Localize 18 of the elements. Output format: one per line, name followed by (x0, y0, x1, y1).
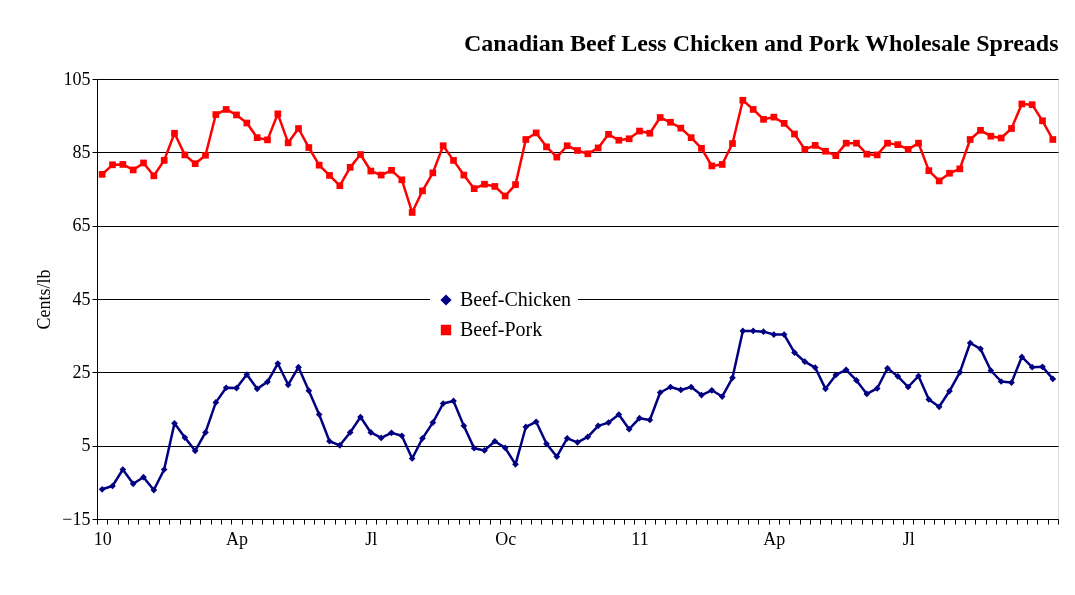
x-tick-label: Jl (902, 528, 915, 549)
y-tick-label: −15 (62, 508, 91, 529)
legend-label: Beef-Pork (460, 318, 543, 340)
x-tick-label: Ap (226, 528, 248, 549)
legend-label: Beef-Chicken (460, 288, 572, 310)
x-tick-label: 10 (93, 528, 112, 549)
y-tick-label: 65 (72, 215, 91, 236)
x-tick-label: Jl (365, 528, 378, 549)
x-tick-label: 11 (631, 528, 649, 549)
x-tick-label: Oc (495, 528, 517, 549)
y-tick-label: 45 (72, 288, 91, 309)
y-tick-label: 5 (81, 435, 91, 456)
y-tick-label: 85 (72, 141, 91, 162)
y-tick-label: 105 (63, 68, 91, 89)
y-axis-title: Cents/lb (34, 269, 55, 330)
y-tick-label: 25 (72, 361, 91, 382)
x-tick-label: Ap (763, 528, 786, 549)
chart-title: Canadian Beef Less Chicken and Pork Wholesale Spreads (463, 30, 1059, 56)
